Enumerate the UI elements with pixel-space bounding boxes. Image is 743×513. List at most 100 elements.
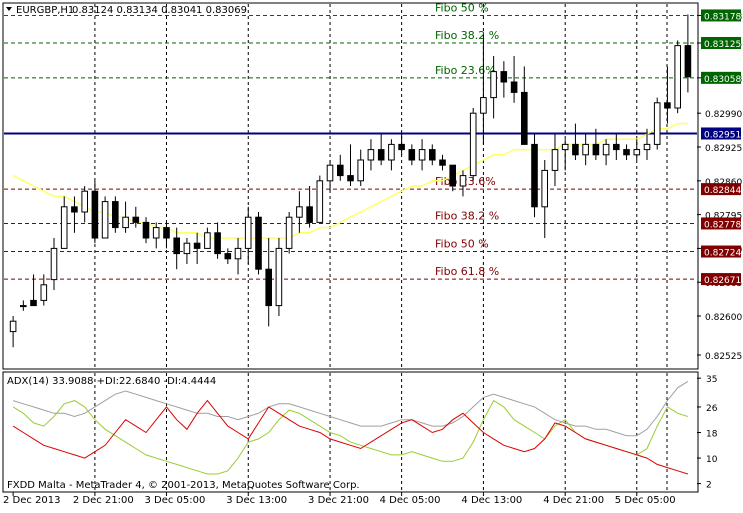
price-tick-label: 0.82600 bbox=[705, 313, 742, 323]
price-marker bbox=[701, 217, 741, 230]
candle-body bbox=[183, 242, 191, 255]
candle-body bbox=[592, 143, 600, 156]
price-marker bbox=[701, 127, 741, 140]
time-tick-label: 3 Dec 21:00 bbox=[308, 495, 369, 506]
candle-body bbox=[664, 102, 671, 109]
price-tick-label: 0.82990 bbox=[705, 110, 742, 120]
indicator-tick-label: 10 bbox=[706, 455, 718, 465]
candle-body bbox=[50, 247, 58, 281]
candle-body bbox=[551, 149, 559, 171]
candle-body bbox=[531, 143, 538, 208]
price-marker-label: 0.83178 bbox=[704, 12, 741, 22]
price-tick-label: 0.82525 bbox=[705, 352, 742, 362]
candle-body bbox=[285, 216, 293, 249]
adx-indicator: 35 26 18 10 2 bbox=[12, 375, 718, 491]
indicator-tick-label: 35 bbox=[706, 375, 717, 385]
candle-body bbox=[316, 180, 324, 223]
price-marker-label: 0.82844 bbox=[704, 186, 741, 196]
candle-body bbox=[40, 284, 48, 301]
candle-body bbox=[163, 227, 170, 239]
price-marker bbox=[701, 71, 741, 84]
candle-body bbox=[91, 190, 99, 239]
time-tick-label: 3 Dec 05:00 bbox=[144, 495, 205, 506]
candle-body bbox=[255, 216, 262, 270]
candle-body bbox=[81, 190, 89, 213]
indicator-series-di bbox=[12, 399, 689, 475]
candle-body bbox=[357, 159, 364, 182]
candle-body bbox=[101, 201, 109, 239]
candle-body bbox=[653, 102, 661, 145]
time-tick-label: 3 Dec 13:00 bbox=[226, 495, 287, 506]
price-marker-label: 0.82671 bbox=[704, 276, 741, 286]
main-plot-frame bbox=[2, 2, 699, 370]
candle-body bbox=[500, 71, 508, 83]
candle-body bbox=[684, 45, 692, 78]
candle-body bbox=[173, 237, 180, 255]
time-tick-label: 5 Dec 05:00 bbox=[615, 495, 676, 506]
grid-lines bbox=[94, 4, 668, 491]
time-axis: 2 Dec 2013 2 Dec 21:00 3 Dec 05:00 3 Dec 13… bbox=[3, 492, 676, 506]
candle-body bbox=[510, 81, 518, 93]
candle-body bbox=[623, 149, 630, 156]
candle-body bbox=[582, 143, 589, 156]
candle-body bbox=[561, 143, 569, 151]
time-tick-label: 4 Dec 13:00 bbox=[461, 495, 522, 506]
candlesticks bbox=[9, 14, 692, 348]
candle-body bbox=[572, 143, 579, 156]
candle-body bbox=[112, 201, 119, 229]
symbol-timeframe: EURGBP,H1 bbox=[16, 5, 74, 16]
candle-body bbox=[326, 164, 334, 182]
candle-body bbox=[60, 206, 68, 249]
price-marker bbox=[701, 37, 741, 49]
candle-body bbox=[30, 299, 37, 307]
candle-body bbox=[377, 149, 385, 161]
price-axis: 0.83178 0.83125 0.83058 0.82990 0.82925 0.828… bbox=[697, 9, 742, 362]
indicator-series-adx bbox=[12, 380, 689, 437]
fibo-label: Fibo 23.6% bbox=[435, 64, 496, 77]
indicator-plot-frame bbox=[2, 371, 699, 493]
ohlc-values: 0.83124 0.83134 0.83041 0.83069 bbox=[72, 5, 247, 16]
candle-body bbox=[643, 143, 651, 151]
candle-body bbox=[602, 143, 610, 156]
candle-body bbox=[306, 206, 313, 223]
time-tick-label: 4 Dec 05:00 bbox=[380, 495, 441, 506]
candle-body bbox=[142, 221, 150, 239]
indicator-series-di bbox=[12, 399, 689, 475]
candle-body bbox=[429, 149, 436, 161]
candle-body bbox=[347, 175, 354, 182]
candle-body bbox=[244, 216, 252, 249]
candle-body bbox=[541, 169, 549, 208]
price-marker bbox=[701, 183, 741, 196]
fibo-label: Fibo 50 % bbox=[435, 238, 489, 251]
candle-body bbox=[265, 268, 272, 307]
candle-body bbox=[459, 175, 467, 187]
price-tick-label: 0.82860 bbox=[705, 178, 742, 188]
price-marker bbox=[701, 273, 741, 286]
candle-body bbox=[449, 164, 456, 187]
candle-body bbox=[193, 242, 201, 249]
price-marker bbox=[701, 9, 741, 22]
chart-dropdown-icon[interactable] bbox=[6, 7, 12, 11]
copyright-text: FXDD Malta - MetaTrader 4, © 2001-2013, … bbox=[7, 480, 360, 491]
indicator-tick-label: 2 bbox=[706, 481, 712, 491]
candle-body bbox=[480, 97, 487, 114]
fibo-label: Fibo 38.2 % bbox=[435, 209, 499, 222]
price-marker-label: 0.82724 bbox=[704, 249, 741, 259]
indicator-header: ADX(14) 33.9088 +DI:22.6840 -DI:4.4444 bbox=[7, 376, 216, 387]
indicator-tick-label: 26 bbox=[706, 404, 718, 414]
price-marker-label: 0.82951 bbox=[704, 130, 741, 140]
candle-body bbox=[633, 149, 641, 156]
candle-body bbox=[490, 71, 497, 99]
candle-body bbox=[20, 305, 27, 308]
candle-body bbox=[367, 149, 375, 161]
candle-body bbox=[275, 247, 283, 307]
indicator-tick-label: 18 bbox=[706, 430, 718, 440]
candle-body bbox=[224, 253, 232, 260]
candle-body bbox=[132, 216, 140, 223]
candle-body bbox=[398, 143, 405, 151]
candle-body bbox=[674, 45, 682, 109]
price-tick-label: 0.82925 bbox=[705, 144, 742, 154]
candle-body bbox=[296, 206, 303, 218]
